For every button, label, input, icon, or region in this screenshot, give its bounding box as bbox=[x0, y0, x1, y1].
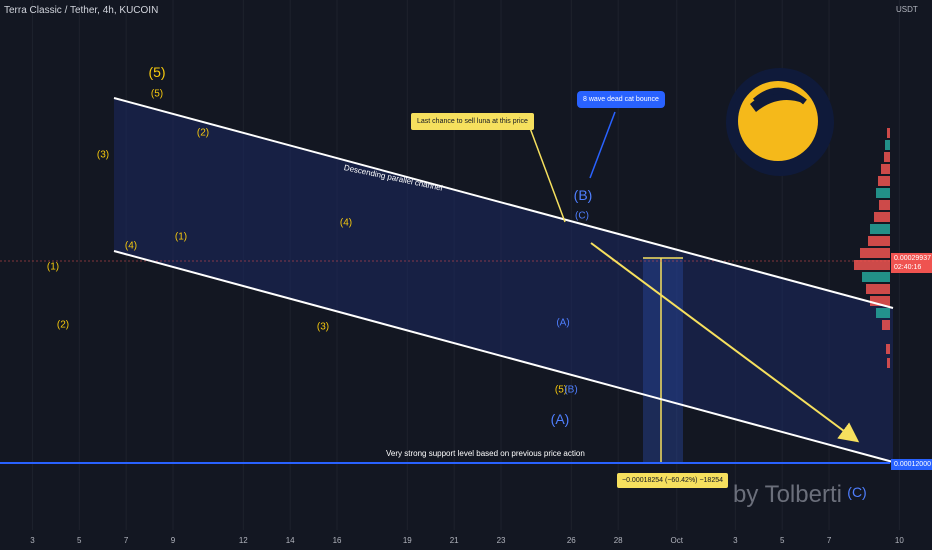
currency-label: USDT bbox=[896, 5, 918, 14]
volume-profile-bar bbox=[885, 140, 890, 150]
x-tick-label: 14 bbox=[285, 536, 295, 545]
callout-sell[interactable]: Last chance to sell luna at this price bbox=[411, 113, 534, 130]
volume-profile-bar bbox=[874, 212, 890, 222]
channel-lower-line[interactable] bbox=[113, 250, 894, 463]
x-tick-label: 21 bbox=[449, 536, 459, 545]
x-tick-label: 3 bbox=[30, 536, 35, 545]
wave-label: (C) bbox=[575, 210, 589, 222]
support-price-tag: 0.00012000 bbox=[891, 459, 932, 470]
wave-label: (1) bbox=[46, 261, 60, 273]
volume-profile-bar bbox=[879, 200, 890, 210]
wave-label: (2) bbox=[196, 127, 210, 139]
measure-box bbox=[643, 258, 683, 463]
x-tick-label: 12 bbox=[238, 536, 248, 545]
volume-profile-bar bbox=[870, 296, 890, 306]
callout-bounce[interactable]: 8 wave dead cat bounce bbox=[577, 91, 665, 108]
volume-profile-bar bbox=[854, 260, 890, 270]
volume-profile-bar bbox=[876, 188, 890, 198]
volume-profile-bar bbox=[887, 128, 890, 138]
callout-bounce-pointer bbox=[589, 111, 616, 179]
x-tick-label: 3 bbox=[733, 536, 738, 545]
x-tick-label: 19 bbox=[402, 536, 412, 545]
volume-profile-bar bbox=[866, 284, 890, 294]
wave-label: (1) bbox=[174, 231, 188, 243]
x-tick-label: 10 bbox=[894, 536, 904, 545]
channel-upper-line[interactable] bbox=[113, 97, 894, 309]
wave-label: (A) bbox=[550, 411, 570, 427]
x-tick-label: 26 bbox=[566, 536, 576, 545]
wave-label: (4) bbox=[339, 217, 353, 229]
x-tick-label: 9 bbox=[170, 536, 176, 545]
x-tick-label: 5 bbox=[77, 536, 82, 545]
wave-label: (A) bbox=[556, 317, 570, 329]
projection-arrow[interactable] bbox=[590, 242, 860, 443]
volume-profile-bar bbox=[886, 344, 890, 354]
channel-fill bbox=[114, 98, 893, 462]
x-tick-label: 16 bbox=[332, 536, 342, 545]
wave-label: (5) bbox=[150, 88, 164, 100]
wave-label: (B) bbox=[564, 384, 578, 396]
callout-sell-pointer bbox=[529, 127, 566, 223]
support-label: Very strong support level based on previ… bbox=[386, 449, 585, 458]
x-tick-label: Oct bbox=[670, 536, 683, 545]
wave-label: (C) bbox=[847, 484, 867, 500]
wave-label: (3) bbox=[316, 321, 330, 333]
terra-classic-logo bbox=[726, 68, 834, 176]
current-price-tag: 0.00029937 02:40:16 bbox=[891, 253, 932, 273]
volume-profile-bar bbox=[887, 358, 890, 368]
wave-label: (3) bbox=[96, 149, 110, 161]
x-tick-label: 7 bbox=[826, 536, 832, 545]
volume-profile-bar bbox=[882, 320, 890, 330]
chart-title: Terra Classic / Tether, 4h, KUCOIN bbox=[4, 5, 159, 16]
wave-label: (4) bbox=[124, 240, 138, 252]
volume-profile bbox=[854, 128, 890, 368]
x-tick-label: 23 bbox=[496, 536, 506, 545]
x-tick-label: 7 bbox=[123, 536, 129, 545]
volume-profile-bar bbox=[862, 272, 890, 282]
wave-label: (5) bbox=[148, 64, 166, 80]
volume-profile-bar bbox=[881, 164, 890, 174]
measure-label: −0.00018254 (−60.42%) −18254 bbox=[617, 473, 729, 488]
x-tick-label: 28 bbox=[613, 536, 623, 545]
wave-label: (5) bbox=[554, 384, 568, 396]
volume-profile-bar bbox=[870, 224, 890, 234]
volume-profile-bar bbox=[868, 236, 890, 246]
candle-timer: 02:40:16 bbox=[894, 264, 922, 271]
current-price-value: 0.00029937 bbox=[894, 255, 931, 262]
watermark: by Tolberti bbox=[733, 481, 842, 508]
volume-profile-bar bbox=[878, 176, 890, 186]
wave-label: (2) bbox=[56, 319, 70, 331]
volume-profile-bar bbox=[876, 308, 890, 318]
volume-profile-bar bbox=[884, 152, 890, 162]
volume-profile-bar bbox=[860, 248, 890, 258]
x-tick-label: 5 bbox=[779, 536, 785, 545]
wave-label: (B) bbox=[573, 187, 593, 203]
